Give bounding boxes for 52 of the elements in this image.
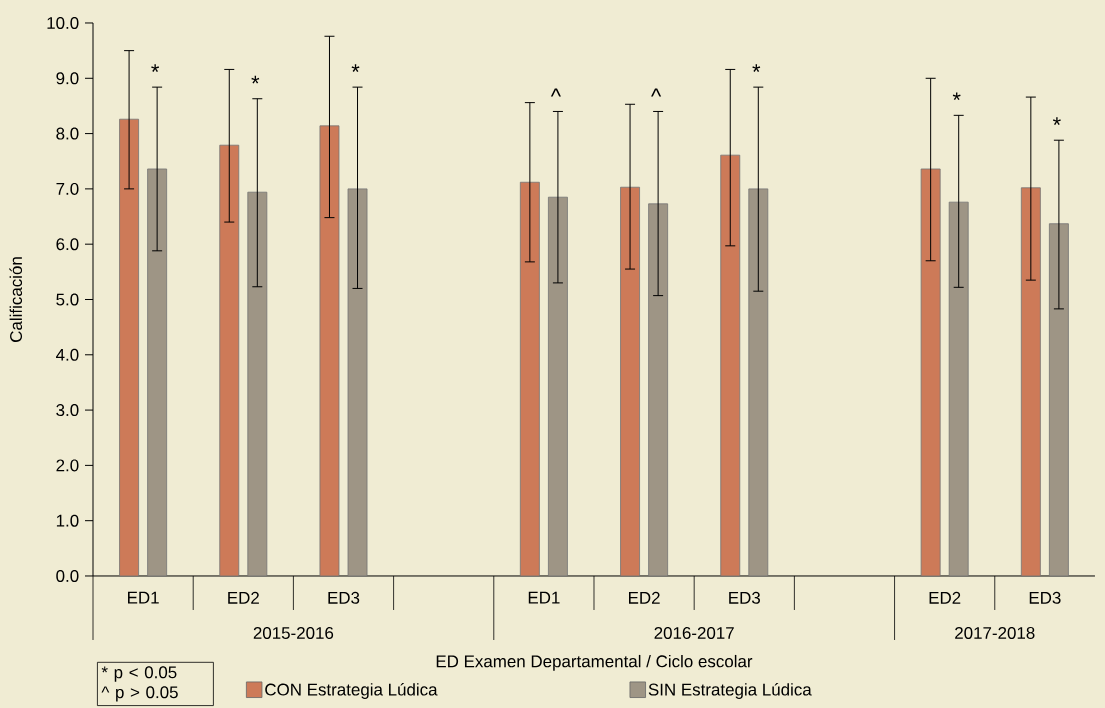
- annotation: *: [952, 92, 961, 101]
- text: 2016-2017: [654, 626, 734, 639]
- y-tick-label: 2.0: [56, 459, 79, 472]
- bar: [247, 191, 268, 577]
- bar: [147, 168, 168, 577]
- x-tick-label: ED3: [328, 591, 360, 604]
- bar: [519, 181, 540, 577]
- annotation: *: [752, 64, 761, 72]
- annotation: *: [351, 64, 360, 72]
- bar: [548, 196, 568, 577]
- bar: [620, 186, 640, 577]
- x-tick-label: ED2: [929, 591, 961, 604]
- y-tick-label: 7.0: [56, 182, 79, 195]
- annotation: *: [251, 75, 260, 84]
- y-axis-title: Calificación: [9, 257, 23, 342]
- bar: [748, 188, 769, 577]
- bar: [119, 118, 139, 577]
- y-tick-label: 0.0: [56, 569, 79, 582]
- x-tick-label: ED3: [729, 591, 760, 604]
- annotation: ^: [651, 88, 662, 97]
- x-tick-label: ED3: [1029, 591, 1061, 604]
- bar: [219, 144, 240, 577]
- y-tick-label: 5.0: [56, 293, 79, 306]
- x-axis-title: ED Examen Departamental / Ciclo escolar: [436, 654, 753, 671]
- y-tick-label: 6.0: [56, 238, 79, 251]
- bar: [648, 203, 669, 577]
- bar: [720, 154, 741, 577]
- bar: [1020, 187, 1041, 577]
- y-tick-label: 1.0: [56, 514, 79, 527]
- bar: [948, 201, 969, 577]
- x-tick-label: ED2: [228, 591, 259, 604]
- x-tick-label: ED1: [528, 591, 560, 604]
- annotation: *: [151, 64, 160, 72]
- annotation: *: [1052, 117, 1061, 125]
- y-tick-label: 4.0: [56, 348, 79, 361]
- text: 2017-2018: [955, 626, 1035, 639]
- bar: [347, 188, 368, 577]
- bar: [920, 168, 941, 577]
- x-tick-label: ED2: [629, 591, 660, 604]
- text: * p < 0.05: [101, 666, 177, 682]
- y-tick-label: 3.0: [56, 404, 79, 417]
- legend-label: CON Estrategia Lúdica: [265, 682, 438, 699]
- annotation: ^: [550, 88, 561, 97]
- y-tick-label: 10.0: [47, 16, 79, 29]
- y-tick-label: 8.0: [56, 127, 79, 140]
- x-tick-label: ED1: [128, 591, 159, 604]
- y-tick-label: 9.0: [56, 72, 79, 85]
- bar: [319, 125, 340, 577]
- bar: [1048, 223, 1069, 577]
- text: 2015-2016: [253, 626, 334, 639]
- legend-label: SIN Estrategia Lúdica: [648, 682, 812, 699]
- text: ^ p > 0.05: [101, 686, 178, 702]
